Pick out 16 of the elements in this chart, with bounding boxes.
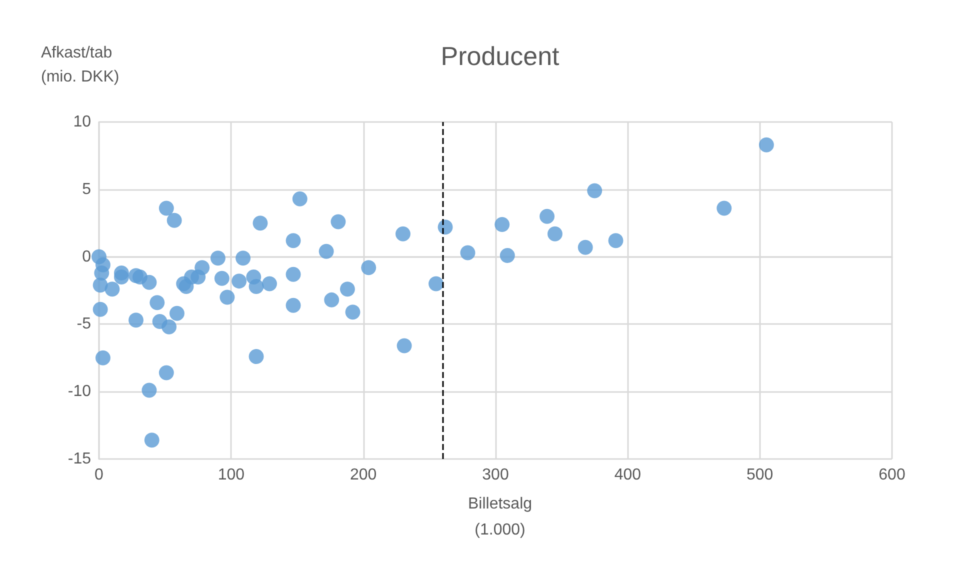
x-axis-title: Billetsalg (1.000) [468, 496, 532, 538]
x-tick-label: 0 [94, 466, 104, 484]
y-tick-label: -10 [68, 383, 92, 400]
y-axis-title: Afkast/tab (mio. DKK) [41, 44, 120, 86]
x-tick-label: 300 [482, 466, 509, 484]
x-tick-label: 400 [614, 466, 642, 484]
chart-title: Producent [440, 41, 560, 71]
y-tick-label: -15 [68, 450, 92, 468]
y-tick-label: 5 [82, 180, 92, 198]
y-tick-label: -5 [76, 316, 92, 333]
y-tick-label: 10 [73, 114, 92, 130]
x-tick-label: 100 [218, 466, 245, 484]
x-tick-label: 600 [878, 466, 906, 484]
x-tick-label: 200 [350, 466, 377, 484]
x-tick-label: 500 [746, 466, 774, 484]
y-tick-label: 0 [82, 248, 92, 266]
